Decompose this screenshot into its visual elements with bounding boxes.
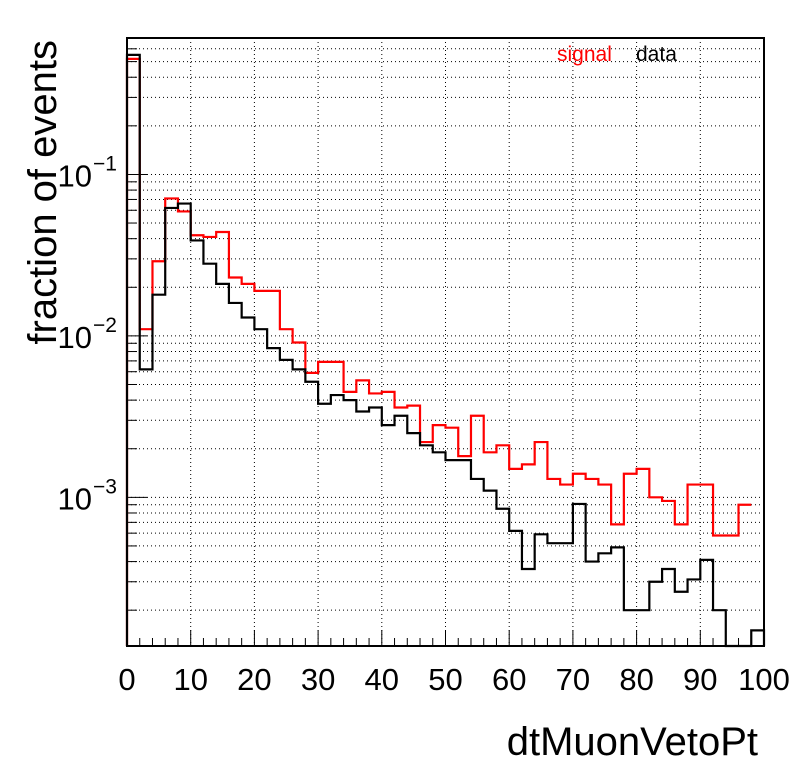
x-tick-label: 50 (428, 662, 462, 697)
bin-data (369, 408, 382, 646)
bin-data (242, 317, 255, 646)
bin-data (331, 395, 344, 646)
bin-data (535, 534, 548, 646)
y-tick-label: 10 (58, 481, 92, 516)
bin-data (356, 412, 369, 646)
y-tick-label: 10 (58, 320, 92, 355)
x-tick-label: 90 (683, 662, 717, 697)
plot-frame (126, 37, 765, 647)
bin-data (178, 204, 191, 646)
bin-data (127, 55, 140, 646)
bin-data (547, 543, 560, 646)
x-axis-ticks: 0 10 20 30 40 50 60 70 80 90 100 (118, 662, 789, 697)
bin-data (611, 547, 624, 646)
x-tick-label: 30 (301, 662, 335, 697)
x-tick-label: 100 (738, 662, 790, 697)
bin-data (305, 382, 318, 646)
bin-data (586, 562, 599, 646)
bin-data (395, 416, 408, 646)
bin-data (496, 509, 509, 646)
y-axis-ticks: 10−110−210−3 (58, 152, 117, 516)
bin-data (446, 460, 459, 646)
bin-data (675, 592, 688, 646)
bin-data (688, 579, 701, 646)
bin-data (598, 553, 611, 646)
x-tick-label: 70 (556, 662, 590, 697)
bin-data (203, 264, 216, 646)
bin-data (318, 404, 331, 646)
y-tick-exponent: −1 (93, 152, 117, 175)
bin-data (254, 329, 267, 646)
bin-data (700, 560, 713, 646)
x-tick-label: 10 (173, 662, 207, 697)
y-tick-exponent: −3 (93, 475, 117, 498)
bin-data (382, 425, 395, 646)
bin-data (522, 569, 535, 646)
x-axis-title: dtMuonVetoPt (507, 720, 758, 764)
bin-data (573, 504, 586, 646)
bin-data (662, 569, 675, 646)
legend-data: data (636, 43, 677, 66)
bin-data (152, 295, 165, 646)
bin-data (649, 582, 662, 646)
bin-data (165, 208, 178, 646)
bin-data (509, 531, 522, 646)
bin-data (344, 400, 357, 646)
bin-data (229, 303, 242, 646)
bin-signal (726, 536, 739, 646)
bin-data (713, 610, 726, 646)
bin-data (191, 240, 204, 646)
series-signal-line (125, 57, 752, 646)
y-tick-exponent: −2 (93, 314, 117, 337)
legend-signal: signal (557, 43, 612, 66)
bin-data (637, 610, 650, 646)
bin-data (458, 460, 471, 646)
series-data-line (125, 53, 766, 648)
y-axis-title: fraction of events (21, 40, 65, 345)
bin-data (140, 369, 153, 646)
x-tick-label: 60 (492, 662, 526, 697)
bin-signal (739, 505, 752, 646)
bin-data (751, 630, 764, 646)
bin-data (280, 360, 293, 646)
x-tick-label: 20 (237, 662, 271, 697)
bin-data (293, 369, 306, 646)
bin-data (471, 479, 484, 646)
bin-data (624, 610, 637, 646)
bin-data (420, 445, 433, 646)
bin-data (484, 491, 497, 646)
series-group (125, 53, 766, 648)
bin-data (433, 452, 446, 646)
grid-lines (127, 38, 764, 646)
bin-data (267, 348, 280, 646)
bin-data (216, 284, 229, 646)
x-tick-label: 40 (365, 662, 399, 697)
minor-ticks (126, 48, 765, 646)
bin-data (560, 543, 573, 646)
x-tick-label: 80 (619, 662, 653, 697)
y-tick-label: 10 (58, 158, 92, 193)
bin-data (407, 433, 420, 646)
x-tick-label: 0 (118, 662, 135, 697)
